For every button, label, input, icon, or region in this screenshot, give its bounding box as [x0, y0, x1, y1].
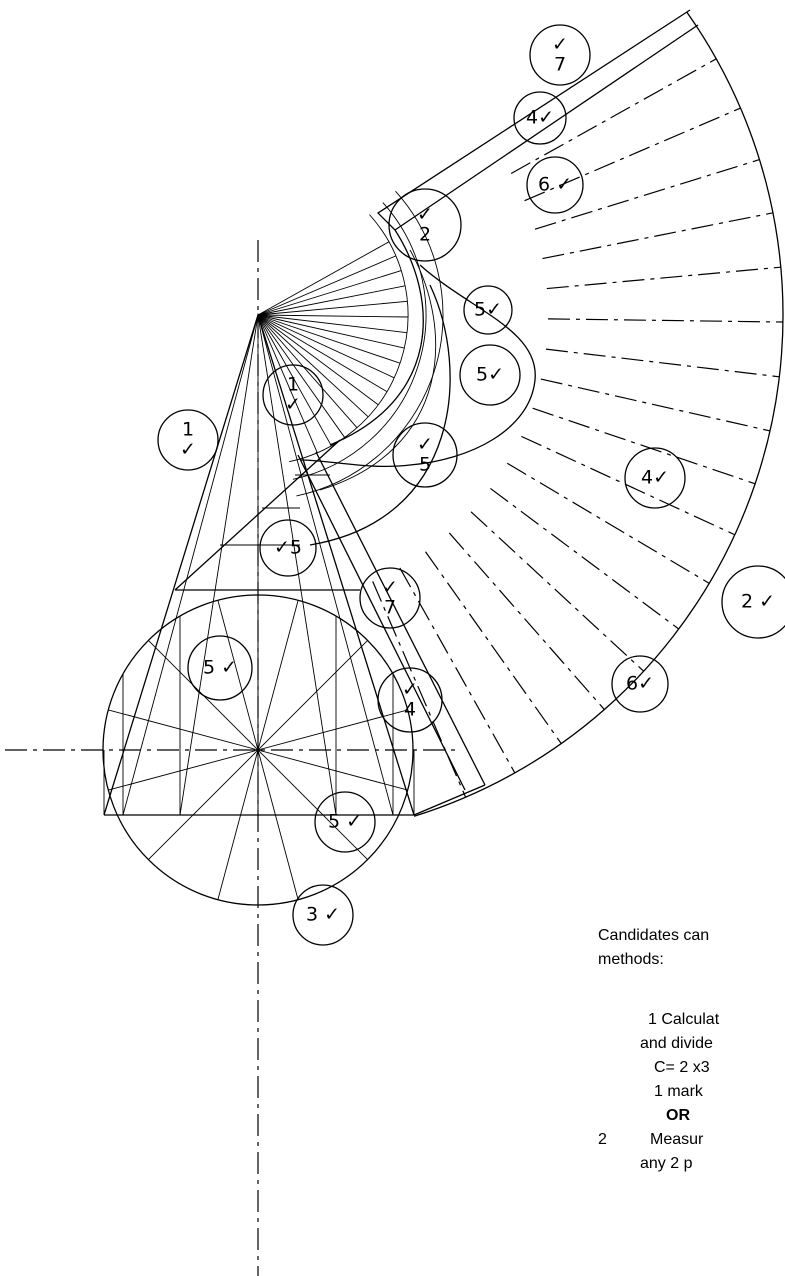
note-line: any 2 p: [640, 1155, 693, 1172]
mark-label: ✓: [417, 434, 433, 456]
fan-ray: [471, 512, 644, 671]
cone-outline: [104, 315, 414, 815]
fan-ray: [521, 436, 734, 534]
fan-ray: [258, 286, 405, 315]
fan-ray: [258, 315, 407, 333]
mark-annotations: ✓74✓6 ✓✓25✓5✓✓54✓2 ✓1✓1✓✓5✓75 ✓6✓✓45 ✓3 …: [158, 25, 785, 945]
note-line: Measur: [650, 1131, 704, 1148]
note-line: OR: [666, 1107, 690, 1124]
note-line: and divide: [640, 1035, 713, 1052]
mark-label: 4: [404, 699, 416, 721]
fan-ray: [426, 552, 562, 744]
mark-label: ✓: [285, 394, 301, 416]
generator: [123, 315, 258, 815]
mark-label: 7: [554, 54, 566, 76]
mark-label: ✓5: [274, 537, 302, 559]
note-line: C= 2 x3: [654, 1059, 710, 1076]
fan-ray: [449, 533, 604, 710]
note-line: 1 mark: [654, 1083, 704, 1100]
fan-ray: [258, 315, 345, 437]
fan-ray: [258, 315, 387, 392]
mark-label: 1: [287, 374, 299, 396]
fan-edge: [414, 785, 485, 815]
mark-label: 2 ✓: [741, 591, 775, 613]
fan-edge: [298, 452, 485, 790]
fan-ray: [258, 256, 396, 315]
mark-label: 1: [182, 419, 194, 441]
mark-label: 5 ✓: [328, 811, 362, 833]
mark-label: ✓: [382, 577, 398, 599]
note-line: methods:: [598, 951, 664, 968]
fan-ray: [258, 242, 389, 315]
fan-ray: [547, 267, 781, 288]
fan-arc: [414, 12, 783, 816]
mark-label: 4✓: [641, 467, 669, 489]
cut-line: [175, 440, 340, 590]
drawing: ✓74✓6 ✓✓25✓5✓✓54✓2 ✓1✓1✓✓5✓75 ✓6✓✓45 ✓3 …: [0, 0, 785, 1276]
mark-label: 5✓: [476, 364, 504, 386]
mark-label: 5✓: [474, 299, 502, 321]
mark-label: ✓: [180, 439, 196, 461]
mark-label: ✓: [552, 34, 568, 56]
mark-label: 4✓: [526, 107, 554, 129]
fan-ray: [546, 349, 779, 377]
development-arc: [289, 215, 408, 462]
mark-label: 5: [419, 454, 431, 476]
fan-ray: [542, 213, 773, 259]
fan-ray: [258, 315, 408, 317]
note-line: 2: [598, 1131, 607, 1148]
fan-ray: [548, 319, 783, 322]
mark-label: 5 ✓: [203, 657, 237, 679]
mark-label: 3 ✓: [306, 904, 340, 926]
mark-label: ✓: [417, 204, 433, 226]
mark-label: 6✓: [626, 673, 654, 695]
mark-label: ✓: [402, 679, 418, 701]
mark-label: 2: [419, 224, 431, 246]
note-line: 1 Calculat: [648, 1011, 720, 1028]
note: Candidates can methods: 1 Calculat and divi…: [598, 927, 720, 1172]
mark-label: 7: [384, 597, 396, 619]
fan-ray: [400, 568, 515, 773]
note-line: Candidates can: [598, 927, 709, 944]
mark-label: 6 ✓: [538, 174, 572, 196]
